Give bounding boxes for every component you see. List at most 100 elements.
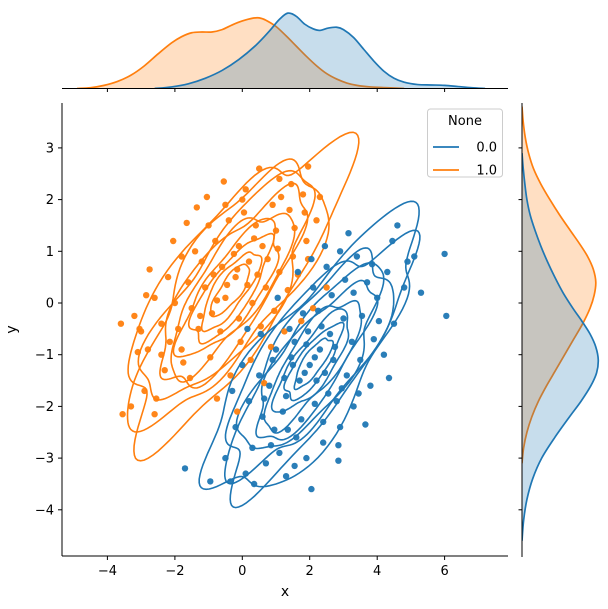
- scatter-point: [244, 325, 251, 333]
- x-tick-label: −4: [98, 564, 117, 579]
- axes-spines: [61, 88, 523, 557]
- scatter-point: [316, 193, 324, 201]
- scatter-point: [343, 372, 350, 379]
- x-tick-label: 6: [440, 564, 448, 579]
- scatter-point: [348, 338, 356, 345]
- scatter-point: [284, 426, 291, 433]
- scatter-point: [281, 328, 288, 335]
- scatter-point: [234, 266, 241, 273]
- scatter-point: [320, 439, 327, 446]
- scatter-point: [266, 382, 273, 389]
- scatter-point: [293, 434, 300, 441]
- scatter-point: [227, 372, 234, 379]
- scatter-point: [207, 478, 214, 485]
- scatter-point: [355, 390, 362, 397]
- scatter-point: [242, 470, 249, 477]
- scatter-point: [357, 356, 364, 364]
- scatter-point: [276, 175, 283, 183]
- scatter-point: [245, 258, 253, 265]
- scatter-point: [313, 217, 320, 224]
- scatter-point: [328, 292, 335, 299]
- scatter-point: [269, 201, 276, 208]
- scatter-point: [262, 460, 270, 467]
- scatter-point: [288, 354, 295, 361]
- kde-contour-level: [126, 158, 330, 433]
- scatter-point: [301, 369, 308, 376]
- legend-box: [427, 108, 503, 178]
- scatter-point: [311, 354, 318, 361]
- legend-entry-label-0: 0.0: [476, 141, 497, 156]
- scatter-point: [158, 320, 165, 327]
- scatter-point: [217, 328, 224, 335]
- scatter-point: [237, 338, 244, 345]
- scatter-point: [229, 387, 236, 395]
- scatter-point: [208, 310, 216, 317]
- scatter-point: [330, 356, 337, 364]
- scatter-point: [203, 193, 211, 201]
- scatter-point: [193, 204, 200, 211]
- kde-contours-1.0: [126, 131, 360, 462]
- scatter-point: [394, 222, 401, 229]
- scatter-point: [164, 273, 172, 281]
- y-axis-label: y: [4, 325, 20, 333]
- scatter-point: [303, 341, 310, 348]
- scatter-point: [232, 423, 239, 431]
- scatter-point: [227, 478, 234, 485]
- scatter-point: [362, 421, 369, 428]
- scatter-point: [279, 408, 286, 415]
- scatter-point: [141, 387, 148, 395]
- scatter-point: [323, 263, 330, 270]
- scatter-point: [235, 315, 243, 322]
- y-tick-label: −2: [35, 400, 54, 415]
- y-tick-label: 3: [46, 141, 54, 156]
- scatter-point: [299, 310, 307, 317]
- scatter-point: [178, 346, 185, 353]
- scatter-point: [299, 191, 307, 198]
- scatter-point: [311, 400, 318, 407]
- scatter-point: [170, 237, 177, 245]
- kde-contour-level: [137, 169, 316, 401]
- scatter-point: [262, 284, 270, 291]
- scatter-point: [183, 219, 190, 227]
- scatter-point: [250, 235, 258, 242]
- scatter-point: [158, 351, 165, 358]
- scatter-point: [232, 273, 239, 281]
- scatter-point: [239, 361, 246, 369]
- scatter-point: [249, 299, 256, 307]
- scatter-point: [254, 271, 261, 278]
- scatter-point: [146, 266, 153, 273]
- scatter-point: [301, 209, 308, 216]
- scatter-point: [289, 361, 297, 369]
- scatter-point: [250, 480, 258, 488]
- scatter-point: [282, 473, 290, 480]
- scatter-point: [210, 271, 217, 278]
- scatter-point: [281, 374, 288, 382]
- scatter-point: [276, 268, 283, 276]
- scatter-point: [222, 294, 229, 301]
- kde-contour-level: [127, 131, 360, 462]
- scatter-point: [244, 281, 251, 289]
- scatter-point: [188, 305, 195, 312]
- scatter-point: [267, 343, 275, 351]
- scatter-point: [411, 253, 418, 260]
- legend-title: None: [448, 114, 482, 129]
- scatter-point: [304, 163, 312, 170]
- kde-contour-level: [270, 308, 350, 413]
- scatter-point: [350, 403, 357, 410]
- scatter-point: [117, 320, 125, 327]
- y-tick-label: −3: [35, 452, 54, 467]
- top-kde-curve-0.0: [154, 12, 486, 89]
- scatter-point: [272, 227, 280, 234]
- x-tick-label: 2: [306, 564, 314, 579]
- scatter-point: [318, 323, 325, 330]
- scatter-point: [249, 444, 256, 451]
- scatter-point: [272, 346, 280, 353]
- scatter-point: [303, 454, 310, 462]
- scatter-point: [363, 279, 371, 286]
- scatter-point: [338, 385, 345, 392]
- scatter-point: [336, 423, 344, 431]
- scatter-point: [213, 395, 221, 402]
- kde-contour-level: [172, 217, 280, 358]
